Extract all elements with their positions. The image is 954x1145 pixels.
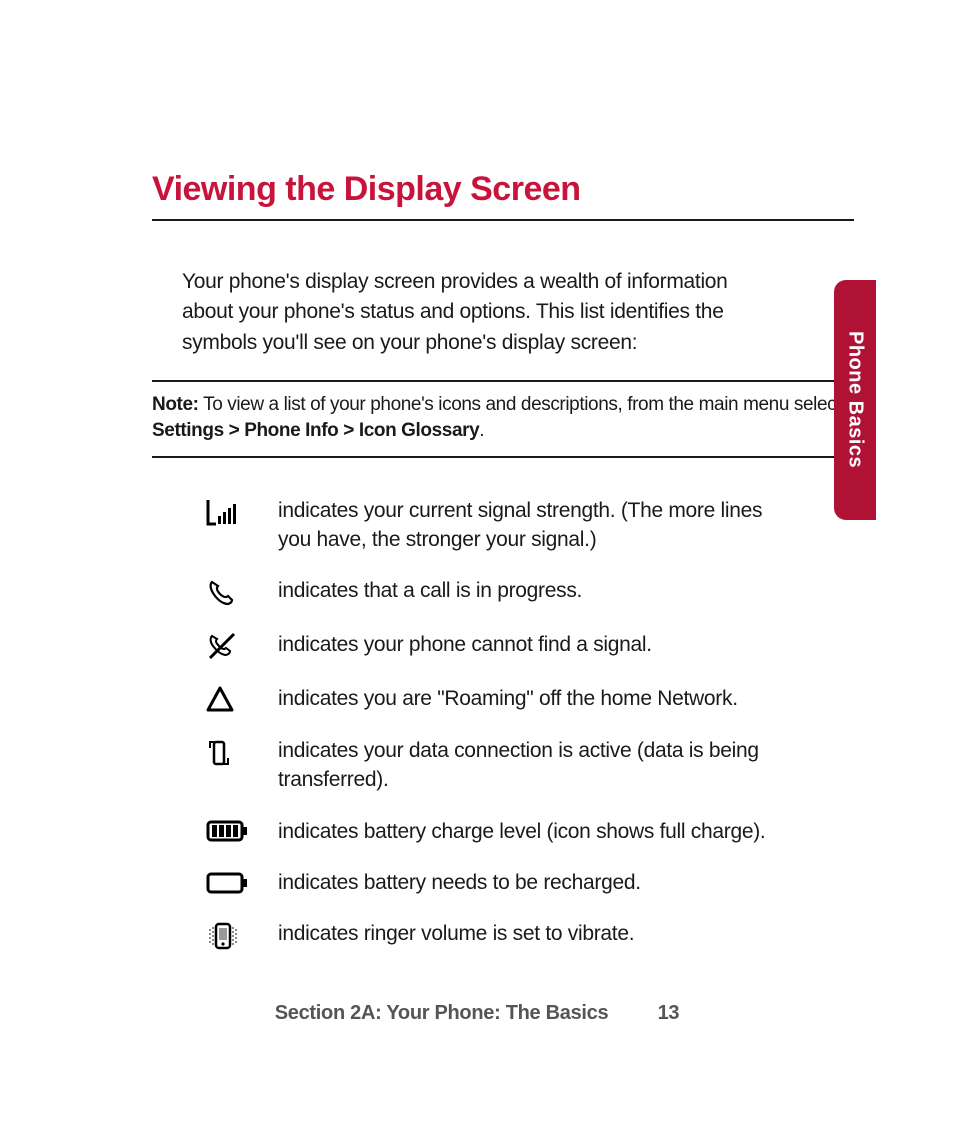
manual-page: Viewing the Display Screen Your phone's … (0, 0, 954, 1145)
roaming-icon (206, 684, 278, 712)
list-item: indicates that a call is in progress. (206, 576, 766, 608)
icon-description: indicates battery needs to be recharged. (278, 868, 641, 897)
data-active-icon (206, 736, 278, 768)
icon-description: indicates ringer volume is set to vibrat… (278, 919, 634, 948)
list-item: indicates your data connection is active… (206, 736, 766, 795)
title-rule (152, 219, 854, 221)
note-menu-path: Settings > Phone Info > Icon Glossary (152, 420, 479, 441)
page-footer: Section 2A: Your Phone: The Basics 13 (0, 1002, 954, 1025)
icon-description: indicates your data connection is active… (278, 736, 766, 795)
icon-description: indicates battery charge level (icon sho… (278, 817, 765, 846)
note-box: Note: To view a list of your phone's ico… (152, 380, 854, 457)
list-item: indicates battery needs to be recharged. (206, 868, 766, 897)
chapter-tab: Phone Basics (834, 280, 876, 520)
call-icon (206, 576, 278, 608)
icon-description: indicates you are "Roaming" off the home… (278, 684, 738, 713)
chapter-tab-label: Phone Basics (844, 331, 867, 468)
no-signal-icon (206, 630, 278, 662)
list-item: indicates battery charge level (icon sho… (206, 817, 766, 846)
icon-description: indicates your phone cannot find a signa… (278, 630, 652, 659)
list-item: indicates ringer volume is set to vibrat… (206, 919, 766, 951)
note-text-1: To view a list of your phone's icons and… (199, 394, 842, 415)
note-text-2: . (479, 420, 484, 441)
page-number: 13 (658, 1002, 680, 1025)
footer-section: Section 2A: Your Phone: The Basics (275, 1002, 609, 1024)
note-label: Note: (152, 394, 199, 415)
icon-glossary-list: indicates your current signal strength. … (206, 496, 766, 952)
list-item: indicates your phone cannot find a signa… (206, 630, 766, 662)
signal-icon (206, 496, 278, 526)
vibrate-icon (206, 919, 278, 951)
battery-full-icon (206, 817, 278, 843)
intro-paragraph: Your phone's display screen provides a w… (182, 267, 772, 358)
battery-empty-icon (206, 868, 278, 896)
list-item: indicates you are "Roaming" off the home… (206, 684, 766, 713)
list-item: indicates your current signal strength. … (206, 496, 766, 555)
page-title: Viewing the Display Screen (152, 170, 854, 209)
icon-description: indicates your current signal strength. … (278, 496, 766, 555)
icon-description: indicates that a call is in progress. (278, 576, 582, 605)
